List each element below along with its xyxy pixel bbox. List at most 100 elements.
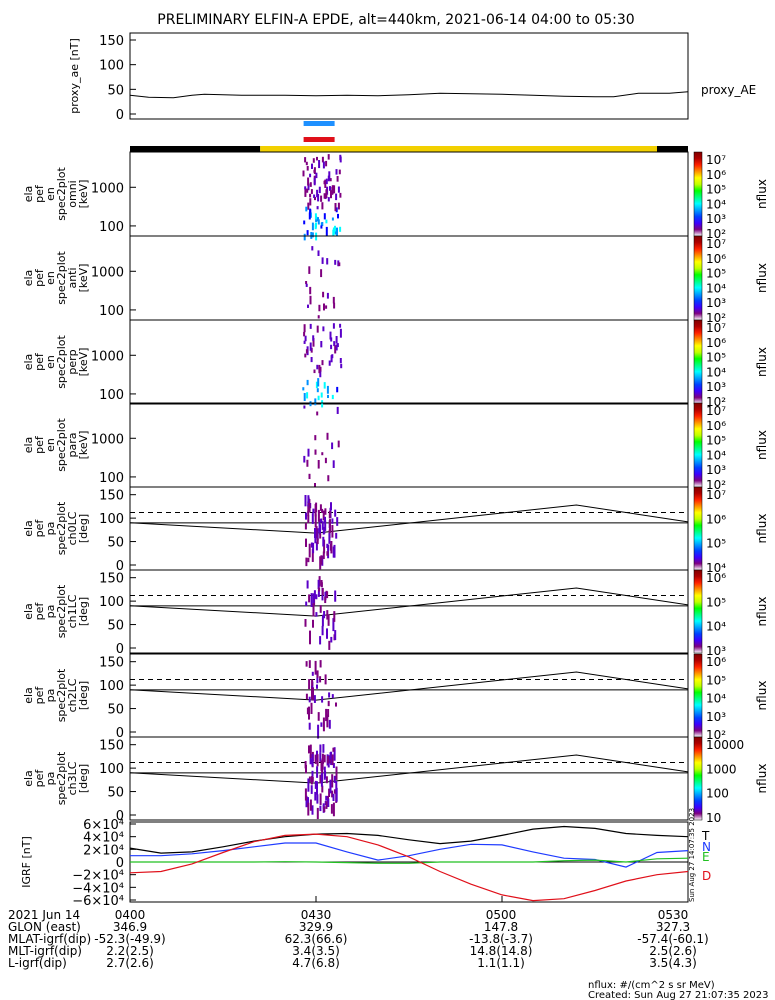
energy-flux-cell bbox=[309, 295, 312, 305]
energy-flux-cell bbox=[309, 182, 312, 187]
energy-flux-cell bbox=[314, 483, 316, 488]
energy-flux-cell bbox=[306, 392, 309, 399]
energy-flux-cell bbox=[323, 303, 325, 311]
x-axis-row-label: MLT-igrf(dip) bbox=[8, 944, 82, 958]
pa-flux-cell bbox=[315, 612, 318, 617]
energy-flux-cell bbox=[316, 189, 319, 198]
pa-flux-cell bbox=[319, 524, 322, 535]
energy-ylabel-line: en bbox=[44, 438, 57, 452]
x-axis-time-label: 0530 bbox=[658, 908, 689, 922]
energy-flux-cell bbox=[307, 202, 310, 210]
colorbar-tick-label: 10³ bbox=[706, 212, 726, 226]
igrf-ytick-label: −2×10⁴ bbox=[72, 869, 124, 884]
energy-flux-cell bbox=[313, 177, 316, 186]
energy-flux-cell bbox=[339, 192, 342, 198]
energy-flux-cell bbox=[306, 379, 309, 386]
pa-flux-cell bbox=[310, 542, 313, 548]
pa-flux-cell bbox=[329, 779, 332, 793]
pa-ylabel-line: [deg] bbox=[77, 514, 90, 543]
energy-flux-cell bbox=[335, 169, 338, 175]
energy-flux-cell bbox=[314, 213, 317, 220]
proxy-ae-series-label: proxy_AE bbox=[701, 83, 756, 97]
energy-ylabel-line: spec2plot bbox=[55, 335, 68, 389]
energy-flux-cell bbox=[309, 342, 312, 351]
pa-panel-frame bbox=[129, 653, 689, 738]
pa-ylabel-line: spec2plot bbox=[55, 751, 68, 805]
x-axis-row-value: 346.9 bbox=[113, 920, 147, 934]
energy-ylabel-line: [keV] bbox=[77, 431, 90, 460]
energy-flux-cell bbox=[316, 411, 319, 416]
energy-flux-cell bbox=[308, 473, 311, 480]
energy-flux-cell bbox=[339, 358, 342, 364]
pa-ylabel-line: ch1LC bbox=[66, 594, 79, 628]
colorbar-tick-label: 10⁷ bbox=[706, 404, 726, 418]
pa-ytick-label: 0 bbox=[116, 559, 124, 574]
pa-flux-cell bbox=[320, 722, 323, 727]
pa-flux-cell bbox=[324, 770, 327, 778]
energy-flux-cell bbox=[309, 208, 312, 216]
energy-ytick-label: 100 bbox=[99, 220, 124, 235]
x-axis-time-label: 0500 bbox=[486, 908, 517, 922]
energy-panel-frame bbox=[129, 402, 689, 488]
pa-ytick-label: 150 bbox=[99, 572, 124, 587]
figure-title: PRELIMINARY ELFIN-A EPDE, alt=440km, 202… bbox=[157, 12, 634, 28]
energy-flux-cell bbox=[336, 176, 339, 182]
pa-flux-cell bbox=[321, 521, 324, 530]
energy-flux-cell bbox=[332, 460, 335, 468]
colorbar-label: nflux bbox=[755, 263, 769, 293]
energy-ylabel-line: pef bbox=[33, 184, 46, 203]
sweep-mark-blue bbox=[303, 121, 335, 126]
pa-flux-cell bbox=[314, 780, 317, 789]
pa-flux-cell bbox=[320, 760, 323, 772]
pa-ylabel-line: pa bbox=[44, 772, 57, 786]
pa-ylabel-line: pef bbox=[33, 769, 46, 788]
pa-flux-cell bbox=[335, 781, 338, 794]
pa-flux-cell bbox=[319, 744, 322, 753]
colorbar-tick-label: 10³ bbox=[706, 296, 726, 310]
colorbar-tick-label: 10³ bbox=[706, 644, 726, 658]
energy-flux-cell bbox=[325, 226, 328, 236]
energy-panel-frame bbox=[129, 151, 689, 237]
pa-flux-cell bbox=[307, 797, 309, 805]
energy-ylabel-line: spec2plot bbox=[55, 167, 68, 221]
x-axis-row-value: 2.5(2.6) bbox=[649, 944, 697, 958]
energy-flux-cell bbox=[310, 232, 313, 239]
pa-flux-cell bbox=[317, 588, 320, 597]
energy-flux-cell bbox=[326, 385, 329, 394]
energy-flux-cell bbox=[336, 343, 339, 348]
pa-flux-cell bbox=[327, 700, 330, 707]
pa-panel-frame bbox=[129, 569, 689, 654]
energy-flux-cell bbox=[330, 190, 332, 199]
pa-flux-cell bbox=[305, 601, 308, 606]
energy-flux-cell bbox=[304, 186, 307, 190]
pa-flux-cell bbox=[308, 745, 310, 754]
pa-ylabel-line: ch2LC bbox=[66, 678, 79, 712]
pa-flux-cell bbox=[316, 807, 319, 820]
energy-flux-cell bbox=[326, 258, 329, 265]
colorbar-tick-label: 10⁷ bbox=[706, 488, 726, 502]
energy-flux-cell bbox=[330, 344, 333, 350]
pa-flux-cell bbox=[334, 630, 337, 640]
energy-ylabel-line: pef bbox=[33, 435, 46, 454]
pa-flux-cell bbox=[307, 495, 310, 504]
energy-flux-cell bbox=[327, 154, 330, 160]
energy-flux-cell bbox=[317, 217, 319, 222]
pa-flux-cell bbox=[305, 693, 308, 700]
colorbar-tick-label: 10⁶ bbox=[706, 419, 726, 433]
pa-flux-cell bbox=[317, 724, 320, 739]
energy-flux-cell bbox=[313, 369, 316, 374]
pa-flux-cell bbox=[324, 520, 327, 531]
pa-flux-cell bbox=[324, 508, 327, 515]
pa-flux-cell bbox=[330, 502, 332, 511]
colorbar-tick-label: 10⁶ bbox=[706, 655, 726, 669]
energy-flux-cell bbox=[325, 189, 328, 199]
pa-flux-cell bbox=[329, 519, 331, 533]
energy-flux-cell bbox=[305, 161, 308, 166]
igrf-ytick-label: 6×10⁴ bbox=[83, 818, 124, 833]
pa-flux-cell bbox=[316, 794, 319, 804]
proxy-ae-ytick-label: 0 bbox=[116, 108, 124, 123]
